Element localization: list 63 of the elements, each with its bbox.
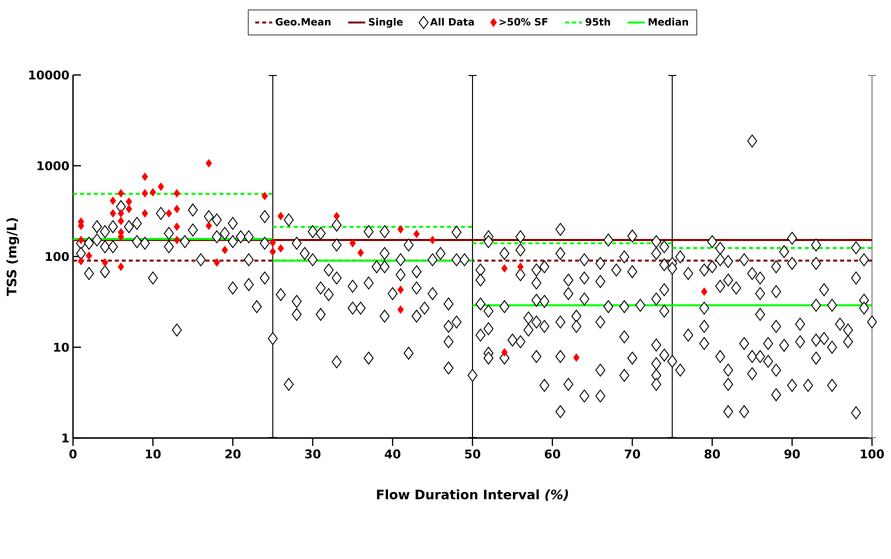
x-tick-label: 50 bbox=[465, 449, 480, 458]
x-tick-label: 40 bbox=[384, 449, 400, 458]
point bbox=[142, 209, 148, 218]
point bbox=[270, 238, 276, 247]
point bbox=[126, 204, 132, 214]
point bbox=[158, 182, 164, 191]
x-tick-label: 70 bbox=[624, 449, 640, 458]
point bbox=[397, 286, 404, 294]
x-axis-title: Flow Duration Interval (%) bbox=[377, 489, 568, 501]
point bbox=[357, 248, 364, 257]
legend-label: Single bbox=[368, 18, 403, 28]
x-tick-label: 100 bbox=[860, 449, 884, 458]
x-tick-label: 80 bbox=[704, 449, 720, 458]
point bbox=[262, 192, 268, 200]
point bbox=[206, 159, 212, 168]
point bbox=[429, 236, 436, 244]
legend-label: All Data bbox=[430, 18, 474, 26]
point bbox=[118, 189, 124, 198]
point bbox=[110, 196, 116, 205]
legend-label: Median bbox=[648, 18, 688, 26]
point bbox=[270, 247, 276, 256]
y-tick-label: 100 bbox=[46, 252, 69, 262]
point bbox=[118, 216, 124, 226]
y-tick-label: 1 bbox=[62, 434, 69, 442]
point bbox=[102, 258, 108, 267]
legend-label: Geo.Mean bbox=[276, 18, 330, 26]
point bbox=[501, 264, 508, 273]
point bbox=[397, 305, 404, 314]
point bbox=[573, 353, 580, 362]
point bbox=[333, 212, 340, 220]
legend-label: 95th bbox=[586, 18, 610, 26]
point bbox=[174, 222, 180, 231]
y-tick-label: 10 bbox=[54, 342, 69, 352]
point bbox=[166, 209, 172, 218]
point bbox=[174, 189, 180, 198]
x-tick-label: 0 bbox=[69, 449, 77, 458]
point bbox=[278, 244, 284, 253]
y-tick-label: 1000 bbox=[38, 161, 69, 170]
point bbox=[174, 236, 180, 244]
point bbox=[397, 225, 404, 234]
x-tick-label: 30 bbox=[305, 449, 320, 458]
x-tick-label: 20 bbox=[225, 449, 241, 458]
point bbox=[214, 258, 220, 267]
point bbox=[150, 188, 156, 196]
point bbox=[278, 212, 284, 220]
x-tick-label: 60 bbox=[544, 449, 560, 458]
y-axis-title: TSS (mg/L) bbox=[6, 218, 20, 296]
point bbox=[174, 204, 180, 214]
point bbox=[701, 287, 708, 296]
point bbox=[126, 197, 132, 206]
point bbox=[222, 246, 228, 254]
y-tick-label: 10000 bbox=[29, 70, 69, 80]
point bbox=[110, 209, 116, 218]
point bbox=[206, 222, 212, 230]
point bbox=[86, 252, 92, 260]
point bbox=[142, 189, 148, 198]
point bbox=[349, 239, 356, 248]
legend-label: >50% SF bbox=[500, 18, 548, 26]
point bbox=[142, 172, 148, 181]
point bbox=[118, 262, 124, 272]
point bbox=[413, 230, 420, 238]
x-tick-label: 10 bbox=[146, 449, 161, 458]
x-tick-label: 90 bbox=[784, 449, 800, 458]
